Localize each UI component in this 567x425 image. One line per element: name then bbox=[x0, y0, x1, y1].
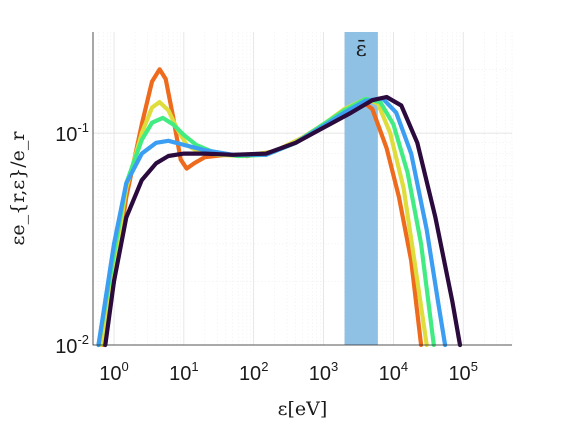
mean-energy-band bbox=[344, 32, 378, 345]
x-tick-label: 105 bbox=[448, 359, 477, 385]
band-label: ε̄ bbox=[356, 37, 367, 61]
x-tick-label: 102 bbox=[239, 359, 268, 385]
plot-axes bbox=[92, 32, 512, 346]
series-layer bbox=[96, 67, 463, 348]
series-line-5 bbox=[103, 94, 463, 348]
y-tick-labels: 10-2 10-1 bbox=[55, 120, 89, 358]
y-axis-title: εe_{r,ε}/e_r bbox=[7, 131, 29, 246]
x-axis-title: ε[eV] bbox=[278, 398, 328, 420]
x-tick-label: 103 bbox=[309, 359, 338, 385]
x-tick-label: 104 bbox=[379, 359, 408, 385]
y-tick-label: 10-1 bbox=[55, 120, 89, 146]
y-tick-label: 10-2 bbox=[55, 332, 89, 358]
x-tick-label: 101 bbox=[169, 359, 198, 385]
x-tick-labels: 100 101 102 103 104 105 bbox=[99, 359, 478, 385]
x-tick-label: 100 bbox=[99, 359, 128, 385]
